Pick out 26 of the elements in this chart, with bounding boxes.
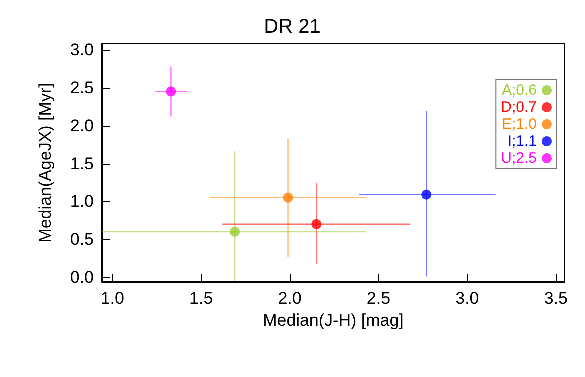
y-tick-label: 0.5 [70,230,94,250]
x-tick-label: 1.5 [190,289,214,308]
chart-title: DR 21 [264,16,321,38]
x-tick-label: 2.5 [366,289,391,308]
y-tick-label: 2.5 [70,78,94,98]
y-tick-label: 3.0 [70,40,94,60]
x-tick-label: 3.0 [456,289,480,308]
legend-label: I;1.1 [508,133,537,150]
legend-label: E;1.0 [502,116,537,133]
point [312,219,322,230]
point [166,86,176,97]
x-tick-label: 2.0 [278,289,302,308]
x-axis-title: Median(J-H) [mag] [263,310,404,330]
legend-label: A;0.6 [502,82,537,99]
y-tick-label: 2.0 [70,116,94,136]
point [230,226,240,237]
y-tick-label: 1.5 [70,154,94,174]
y-axis-title: Median(AgeJX) [Myr] [36,83,55,243]
legend-label: D;0.7 [501,99,537,116]
legend-label: U;2.5 [501,150,537,167]
y-tick-label: 0.0 [70,268,94,287]
point [422,190,432,200]
point [283,192,294,203]
y-tick-label: 1.0 [70,192,94,212]
x-tick-label: 1.0 [100,289,124,308]
x-tick-label: 3.5 [544,289,568,308]
